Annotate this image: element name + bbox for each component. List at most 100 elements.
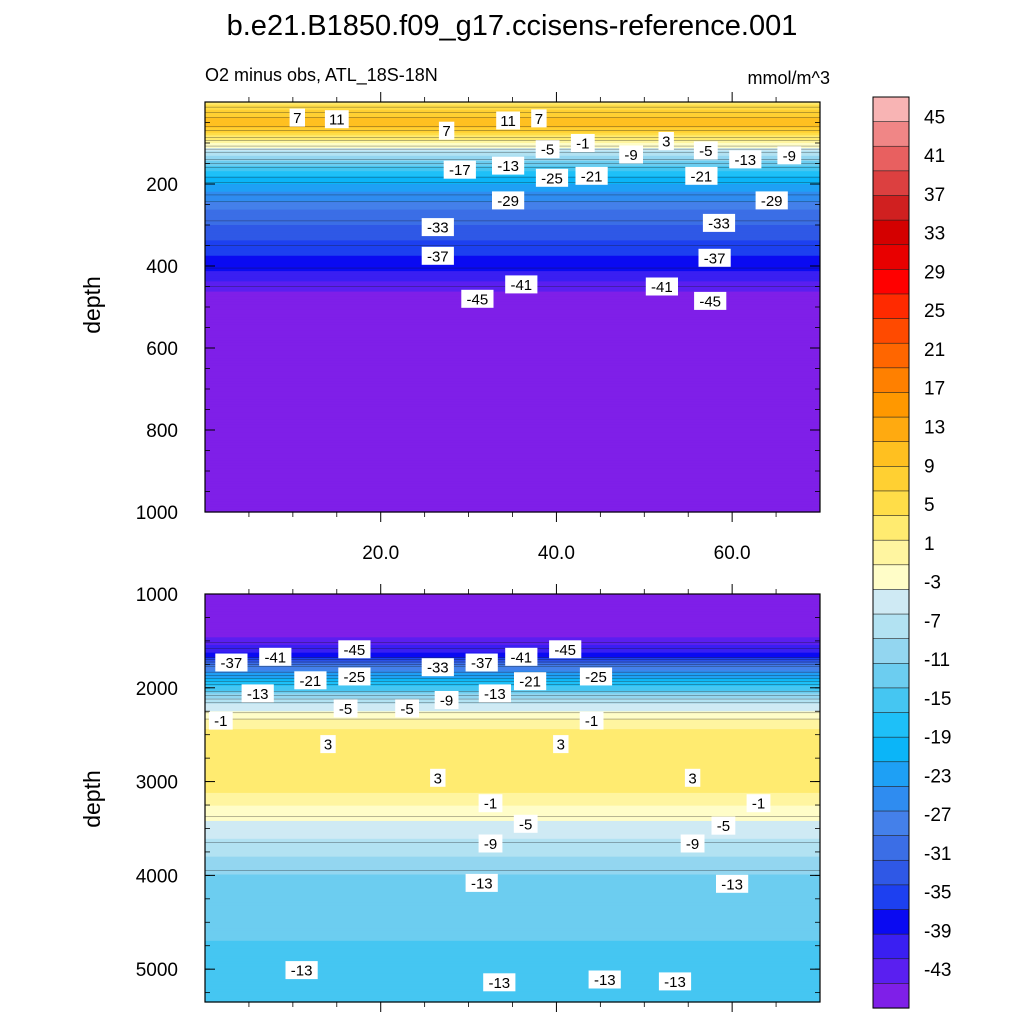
colorbar-swatch: [872, 909, 910, 935]
upper-band: [205, 432, 820, 436]
upper-band: [205, 481, 820, 485]
colorbar-tick-label: -23: [924, 766, 951, 787]
upper-band: [205, 412, 820, 416]
upper-band: [205, 327, 820, 331]
upper-contour-label-box: [698, 248, 731, 267]
upper-band: [205, 319, 820, 323]
lower-contour-label: -5: [395, 699, 419, 718]
upper-contour-label: -9: [619, 145, 643, 164]
lower-contour-label-box: [294, 671, 327, 690]
colorbar-tick-label: -19: [924, 728, 951, 749]
lower-contour-label: -13: [465, 873, 498, 892]
lower-band: [205, 930, 820, 934]
upper-y-tick-label: 800: [146, 421, 178, 442]
upper-band: [205, 137, 820, 142]
lower-contour-label: -41: [505, 647, 538, 666]
lower-band: [205, 864, 820, 868]
lower-contour-label-text: 3: [324, 737, 332, 754]
upper-contour-label-box: [421, 246, 454, 265]
upper-contour-label: -1: [570, 134, 595, 153]
upper-contour-label-box: [535, 140, 560, 159]
upper-band: [205, 509, 820, 513]
lower-band: [205, 820, 820, 825]
lower-band: [205, 639, 820, 644]
upper-contour-label-box: [461, 289, 494, 308]
lower-band: [205, 879, 820, 883]
lower-band: [205, 642, 820, 646]
lower-band: [205, 843, 820, 848]
upper-contour-label-text: -33: [427, 220, 449, 237]
colorbar-tick-label: 17: [924, 379, 945, 400]
colorbar-tick-label: 21: [924, 340, 945, 361]
lower-band: [205, 869, 820, 873]
upper-contour-label-box: [492, 156, 525, 175]
lower-contour-label: -9: [680, 834, 705, 853]
lower-band: [205, 925, 820, 929]
upper-band: [205, 478, 820, 482]
lower-contour-label-text: -13: [484, 686, 506, 703]
lower-contour-label-box: [259, 647, 292, 666]
lower-contour-label-text: 3: [688, 770, 696, 787]
upper-contour-label-box: [438, 121, 455, 140]
lower-band: [205, 892, 820, 896]
upper-band: [205, 299, 820, 303]
upper-band: [205, 102, 820, 106]
lower-band: [205, 882, 820, 886]
lower-band: [205, 900, 820, 904]
lower-band: [205, 889, 820, 893]
lower-y-tick-label: 1000: [136, 585, 178, 606]
upper-contour-label-text: -29: [497, 193, 519, 210]
lower-contour-label-text: -9: [484, 836, 497, 853]
lower-y-tick-label: 3000: [136, 773, 178, 794]
upper-contour-label-text: -37: [704, 250, 726, 267]
lower-contour-label: -13: [241, 684, 274, 703]
lower-band: [205, 859, 820, 863]
colorbar-swatch: [872, 983, 910, 1009]
lower-contour-label-text: 3: [557, 737, 565, 754]
lower-contour-label-box: [746, 794, 771, 813]
lower-contour-label-box: [320, 735, 336, 754]
lower-band: [205, 922, 820, 927]
upper-band: [205, 353, 820, 357]
lower-contour-label-text: -41: [264, 649, 286, 666]
upper-band: [205, 381, 820, 385]
lower-contour-label-box: [478, 794, 503, 813]
upper-band: [205, 255, 820, 259]
lower-contour-label: -45: [338, 640, 371, 659]
upper-contour-label-box: [492, 191, 525, 210]
lower-band: [205, 734, 820, 738]
lower-contour-label-box: [658, 972, 692, 991]
lower-band: [205, 910, 820, 914]
lower-band: [205, 871, 820, 876]
upper-contour-label-box: [729, 150, 762, 169]
lower-band: [205, 599, 820, 603]
upper-band: [205, 389, 820, 393]
upper-band: [205, 371, 820, 375]
lower-contour-label-box: [333, 699, 358, 718]
colorbar-swatch: [872, 662, 910, 689]
lower-contour-label: -45: [549, 640, 582, 659]
upper-contour-label-text: -21: [691, 168, 713, 185]
lower-band: [205, 680, 820, 684]
lower-contour-label: -41: [259, 647, 292, 666]
upper-band: [205, 447, 820, 452]
upper-contour-label: -21: [685, 166, 718, 185]
upper-contour-label: -29: [755, 191, 788, 210]
lower-band: [205, 759, 820, 763]
lower-band: [205, 795, 820, 799]
lower-band: [205, 877, 820, 881]
colorbar-swatch: [872, 786, 910, 812]
lower-band: [205, 688, 820, 692]
lower-contour-label: -9: [478, 834, 503, 853]
upper-band: [205, 309, 820, 313]
upper-contour-label-text: 7: [442, 123, 450, 140]
upper-contour-label-text: -33: [708, 215, 730, 232]
upper-band: [205, 145, 820, 149]
lower-band: [205, 798, 820, 802]
lower-band: [205, 961, 820, 965]
upper-contour-label-box: [685, 166, 718, 185]
lower-band: [205, 706, 820, 710]
lower-band: [205, 948, 820, 952]
lower-band: [205, 622, 820, 626]
lower-band: [205, 920, 820, 924]
